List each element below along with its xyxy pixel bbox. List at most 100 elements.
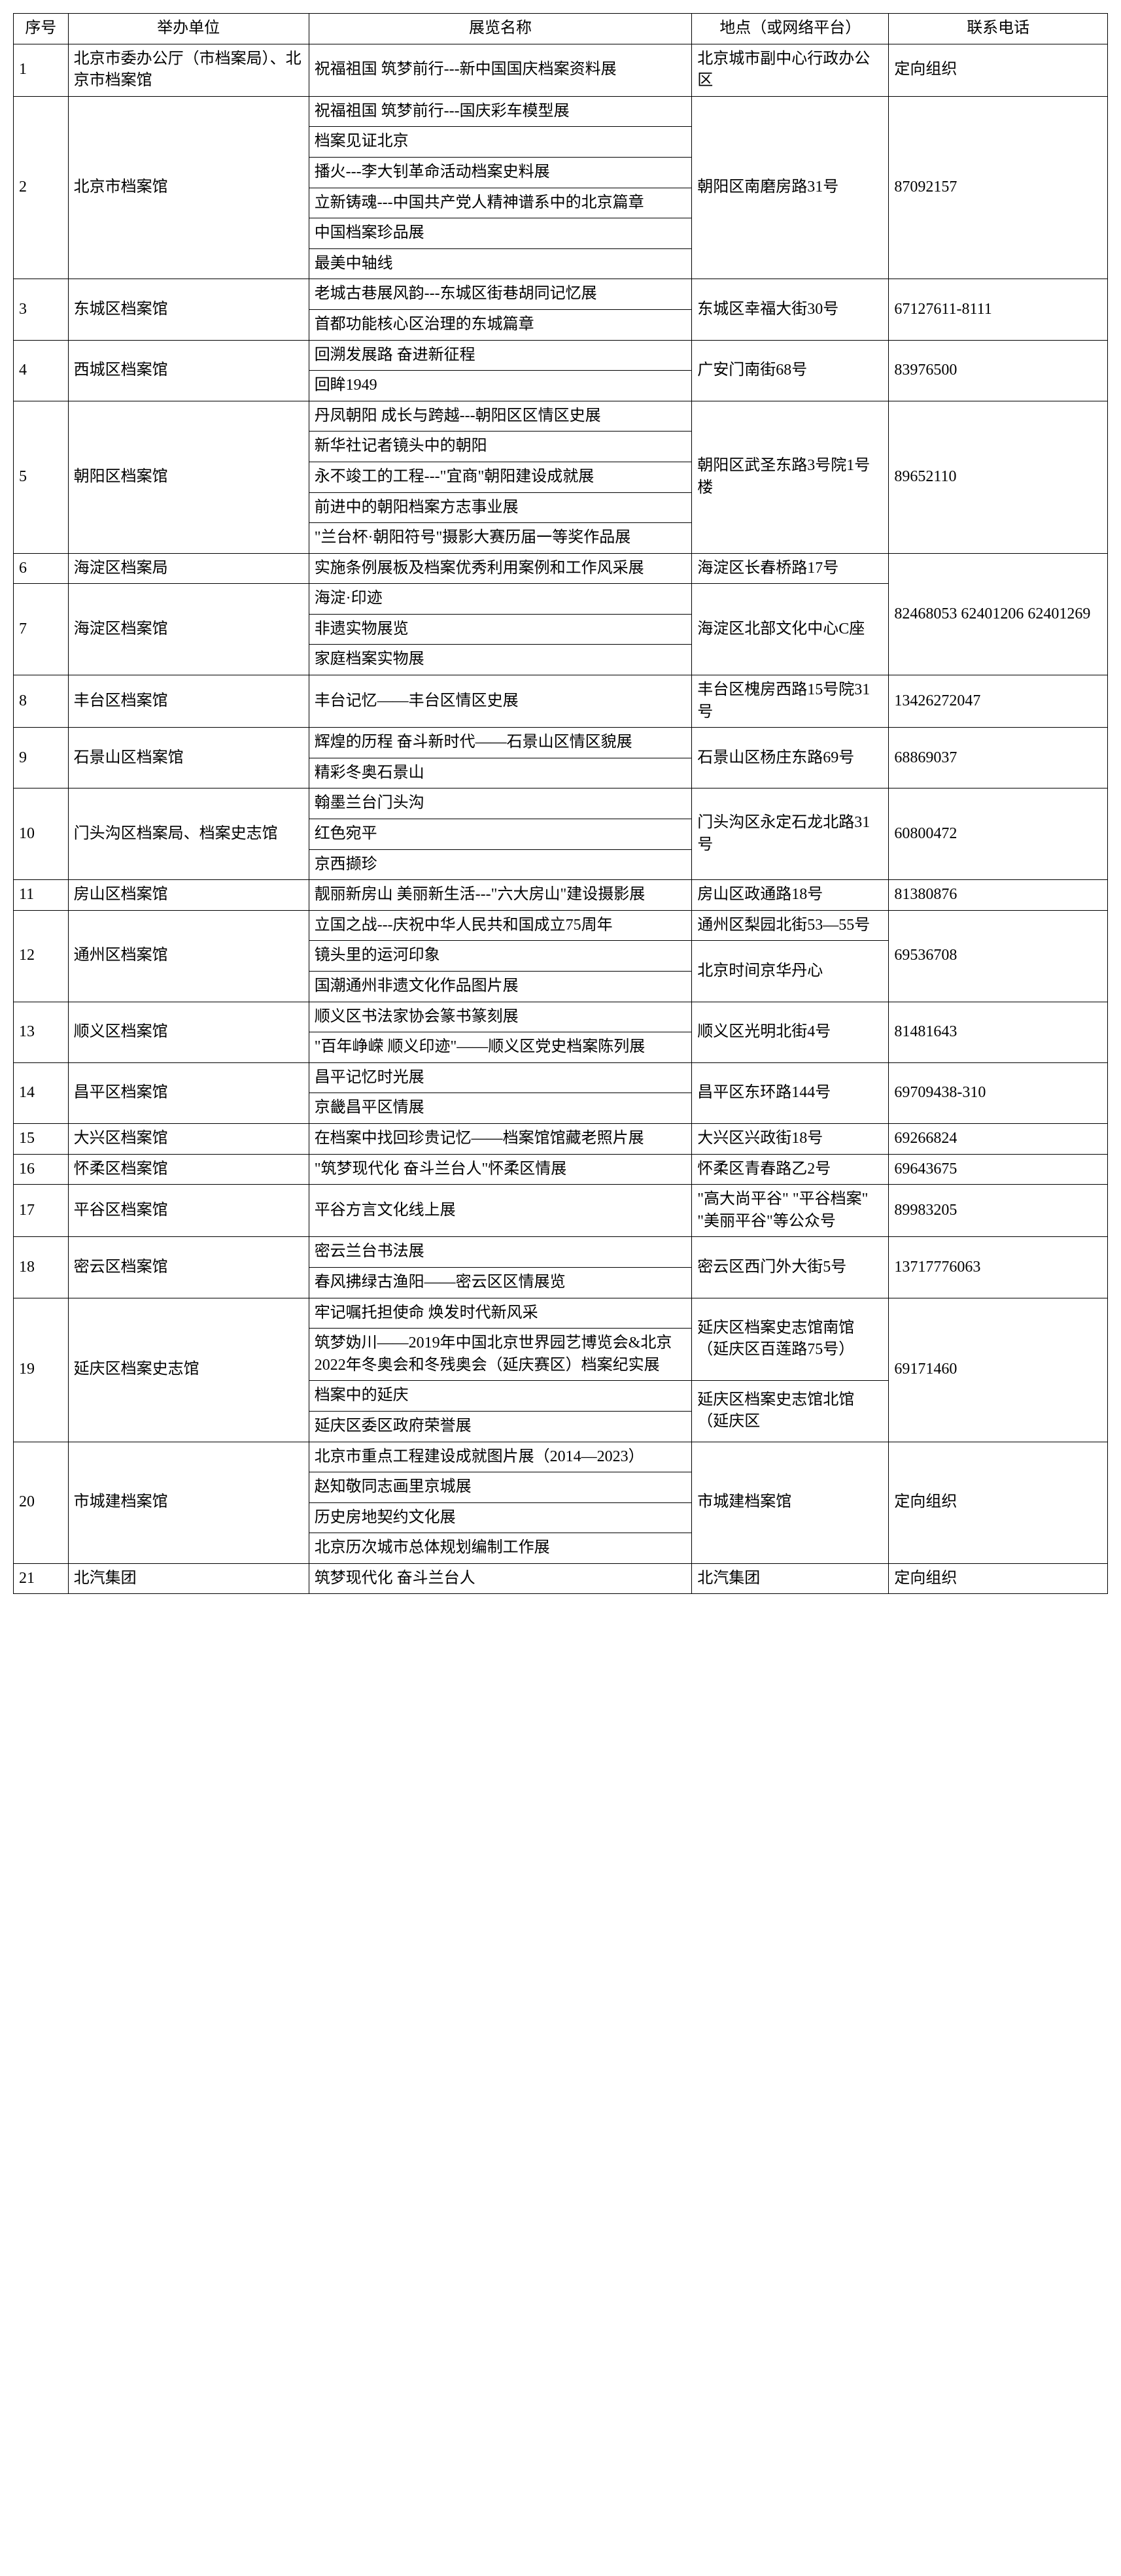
cell-exhibition: 非遗实物展览 [309, 614, 692, 645]
cell-seq: 14 [14, 1062, 69, 1123]
cell-org: 海淀区档案局 [68, 553, 309, 584]
cell-telephone: 定向组织 [889, 1563, 1108, 1594]
table-row: 19延庆区档案史志馆牢记嘱托担使命 焕发时代新风采延庆区档案史志馆南馆（延庆区百… [14, 1298, 1108, 1329]
cell-location: 顺义区光明北街4号 [692, 1002, 889, 1062]
cell-location: 通州区梨园北街53—55号 [692, 910, 889, 941]
cell-telephone: 69171460 [889, 1298, 1108, 1442]
cell-org: 房山区档案馆 [68, 880, 309, 911]
cell-org: 朝阳区档案馆 [68, 401, 309, 553]
cell-exhibition: 祝福祖国 筑梦前行---国庆彩车模型展 [309, 96, 692, 127]
cell-exhibition: 档案见证北京 [309, 127, 692, 158]
cell-location: 北京时间京华丹心 [692, 941, 889, 1002]
table-row: 2北京市档案馆祝福祖国 筑梦前行---国庆彩车模型展朝阳区南磨房路31号8709… [14, 96, 1108, 127]
cell-exhibition: 在档案中找回珍贵记忆——档案馆馆藏老照片展 [309, 1123, 692, 1154]
cell-org: 石景山区档案馆 [68, 728, 309, 788]
cell-exhibition: 昌平记忆时光展 [309, 1062, 692, 1093]
table-row: 8丰台区档案馆丰台记忆——丰台区情区史展丰台区槐房西路15号院31号134262… [14, 675, 1108, 728]
cell-org: 北京市委办公厅（市档案局）、北京市档案馆 [68, 44, 309, 96]
cell-location: 房山区政通路18号 [692, 880, 889, 911]
cell-exhibition: 辉煌的历程 奋斗新时代——石景山区情区貌展 [309, 728, 692, 758]
cell-location: 北汽集团 [692, 1563, 889, 1594]
cell-exhibition: 镜头里的运河印象 [309, 941, 692, 972]
cell-seq: 9 [14, 728, 69, 788]
cell-location: 市城建档案馆 [692, 1442, 889, 1563]
cell-location: 北京城市副中心行政办公区 [692, 44, 889, 96]
table-row: 4西城区档案馆回溯发展路 奋进新征程广安门南街68号83976500 [14, 340, 1108, 371]
cell-exhibition: 丰台记忆——丰台区情区史展 [309, 675, 692, 728]
cell-exhibition: 顺义区书法家协会篆书篆刻展 [309, 1002, 692, 1032]
cell-exhibition: "百年峥嵘 顺义印迹"——顺义区党史档案陈列展 [309, 1032, 692, 1063]
cell-seq: 1 [14, 44, 69, 96]
cell-telephone: 13426272047 [889, 675, 1108, 728]
cell-exhibition: 播火---李大钊革命活动档案史料展 [309, 157, 692, 188]
cell-org: 市城建档案馆 [68, 1442, 309, 1563]
table-row: 5朝阳区档案馆丹凤朝阳 成长与跨越---朝阳区区情区史展朝阳区武圣东路3号院1号… [14, 401, 1108, 432]
cell-location: 海淀区长春桥路17号 [692, 553, 889, 584]
cell-seq: 3 [14, 279, 69, 340]
cell-exhibition: 密云兰台书法展 [309, 1237, 692, 1268]
cell-telephone: 13717776063 [889, 1237, 1108, 1298]
cell-exhibition: 永不竣工的工程---"宜商"朝阳建设成就展 [309, 462, 692, 492]
cell-telephone: 69536708 [889, 910, 1108, 1002]
cell-org: 通州区档案馆 [68, 910, 309, 1002]
cell-seq: 4 [14, 340, 69, 401]
cell-telephone: 82468053 62401206 62401269 [889, 553, 1108, 675]
cell-exhibition: 中国档案珍品展 [309, 218, 692, 249]
table-row: 17平谷区档案馆平谷方言文化线上展"高大尚平谷" "平谷档案" "美丽平谷"等公… [14, 1185, 1108, 1237]
cell-seq: 6 [14, 553, 69, 584]
cell-seq: 5 [14, 401, 69, 553]
cell-telephone: 60800472 [889, 788, 1108, 880]
cell-location: 朝阳区南磨房路31号 [692, 96, 889, 279]
cell-location: 昌平区东环路144号 [692, 1062, 889, 1123]
table-row: 15大兴区档案馆在档案中找回珍贵记忆——档案馆馆藏老照片展大兴区兴政街18号69… [14, 1123, 1108, 1154]
cell-exhibition: 北京历次城市总体规划编制工作展 [309, 1533, 692, 1564]
cell-seq: 12 [14, 910, 69, 1002]
cell-telephone: 81481643 [889, 1002, 1108, 1062]
table-row: 20市城建档案馆北京市重点工程建设成就图片展（2014—2023）市城建档案馆定… [14, 1442, 1108, 1472]
cell-location: 石景山区杨庄东路69号 [692, 728, 889, 788]
cell-exhibition: 国潮通州非遗文化作品图片展 [309, 972, 692, 1002]
cell-exhibition: 筑梦现代化 奋斗兰台人 [309, 1563, 692, 1594]
table-row: 18密云区档案馆密云兰台书法展密云区西门外大街5号13717776063 [14, 1237, 1108, 1268]
cell-org: 怀柔区档案馆 [68, 1154, 309, 1185]
cell-exhibition: 实施条例展板及档案优秀利用案例和工作风采展 [309, 553, 692, 584]
cell-telephone: 定向组织 [889, 1442, 1108, 1563]
cell-location: 广安门南街68号 [692, 340, 889, 401]
cell-telephone: 81380876 [889, 880, 1108, 911]
col-tel: 联系电话 [889, 14, 1108, 44]
cell-telephone: 87092157 [889, 96, 1108, 279]
cell-seq: 16 [14, 1154, 69, 1185]
cell-seq: 18 [14, 1237, 69, 1298]
cell-exhibition: 延庆区委区政府荣誉展 [309, 1411, 692, 1442]
cell-exhibition: 筑梦妫川——2019年中国北京世界园艺博览会&北京2022年冬奥会和冬残奥会（延… [309, 1329, 692, 1381]
cell-seq: 19 [14, 1298, 69, 1442]
cell-exhibition: 翰墨兰台门头沟 [309, 788, 692, 819]
cell-exhibition: 立国之战---庆祝中华人民共和国成立75周年 [309, 910, 692, 941]
table-row: 13顺义区档案馆顺义区书法家协会篆书篆刻展顺义区光明北街4号81481643 [14, 1002, 1108, 1032]
cell-seq: 11 [14, 880, 69, 911]
cell-seq: 15 [14, 1123, 69, 1154]
table-row: 1北京市委办公厅（市档案局）、北京市档案馆祝福祖国 筑梦前行---新中国国庆档案… [14, 44, 1108, 96]
table-row: 11房山区档案馆靓丽新房山 美丽新生活---"六大房山"建设摄影展房山区政通路1… [14, 880, 1108, 911]
cell-location: 怀柔区青春路乙2号 [692, 1154, 889, 1185]
cell-exhibition: 京西撷珍 [309, 849, 692, 880]
cell-telephone: 68869037 [889, 728, 1108, 788]
cell-org: 丰台区档案馆 [68, 675, 309, 728]
cell-exhibition: "筑梦现代化 奋斗兰台人"怀柔区情展 [309, 1154, 692, 1185]
table-row: 12通州区档案馆立国之战---庆祝中华人民共和国成立75周年通州区梨园北街53—… [14, 910, 1108, 941]
cell-exhibition: 家庭档案实物展 [309, 645, 692, 675]
cell-org: 昌平区档案馆 [68, 1062, 309, 1123]
cell-org: 北京市档案馆 [68, 96, 309, 279]
cell-org: 北汽集团 [68, 1563, 309, 1594]
cell-location: 密云区西门外大街5号 [692, 1237, 889, 1298]
cell-telephone: 69709438-310 [889, 1062, 1108, 1123]
cell-exhibition: "兰台杯·朝阳符号"摄影大赛历届一等奖作品展 [309, 523, 692, 554]
table-row: 10门头沟区档案局、档案史志馆翰墨兰台门头沟门头沟区永定石龙北路31号60800… [14, 788, 1108, 819]
cell-seq: 17 [14, 1185, 69, 1237]
cell-location: "高大尚平谷" "平谷档案" "美丽平谷"等公众号 [692, 1185, 889, 1237]
cell-org: 海淀区档案馆 [68, 584, 309, 675]
header-row: 序号 举办单位 展览名称 地点（或网络平台） 联系电话 [14, 14, 1108, 44]
cell-location: 东城区幸福大街30号 [692, 279, 889, 340]
cell-org: 门头沟区档案局、档案史志馆 [68, 788, 309, 880]
cell-exhibition: 京畿昌平区情展 [309, 1093, 692, 1124]
